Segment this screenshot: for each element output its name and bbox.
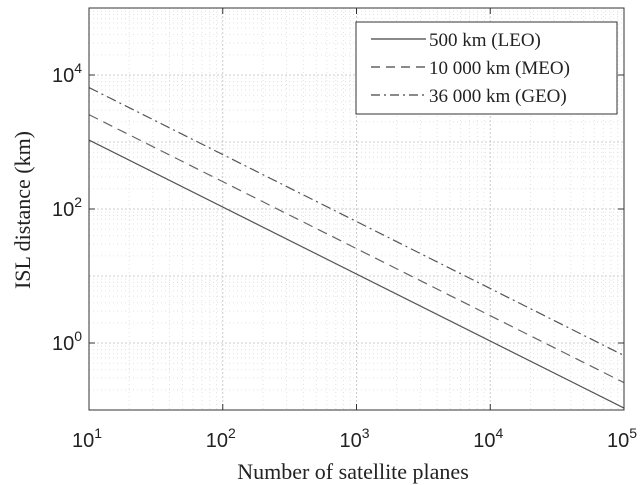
y-axis-label: ISL distance (km) — [10, 131, 35, 289]
series-lines — [88, 86, 625, 409]
x-tick-label: 104 — [473, 425, 503, 452]
x-tick-label: 102 — [206, 425, 236, 452]
y-tick-label: 104 — [52, 60, 82, 87]
legend-label-leo: 500 km (LEO) — [429, 30, 541, 51]
legend-label-geo: 36 000 km (GEO) — [429, 86, 567, 107]
y-tick-label: 102 — [52, 194, 82, 221]
series-line-0 — [88, 139, 625, 409]
series-line-1 — [88, 114, 625, 384]
y-tick-label: 100 — [52, 328, 82, 355]
x-axis-label: Number of satellite planes — [237, 459, 469, 484]
x-tick-label: 103 — [339, 425, 369, 452]
x-tick-label: 105 — [607, 425, 637, 452]
x-tick-label: 101 — [72, 425, 102, 452]
legend-label-meo: 10 000 km (MEO) — [429, 58, 570, 79]
legend-box — [355, 21, 618, 115]
legend: 500 km (LEO) 10 000 km (MEO) 36 000 km (… — [355, 21, 618, 115]
